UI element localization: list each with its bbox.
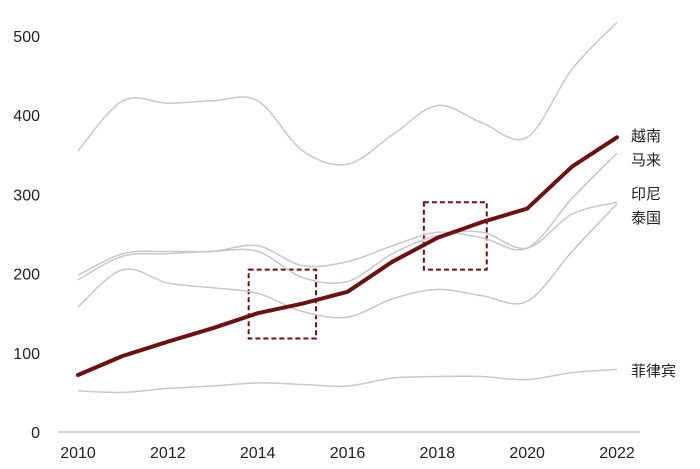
annotation-boxes xyxy=(247,201,488,340)
series-label-philippines: 菲律宾 xyxy=(631,362,676,380)
series-label-thailand: 泰国 xyxy=(631,209,661,227)
highlight-series-line xyxy=(76,135,619,377)
series-label-indonesia: 印尼 xyxy=(631,185,661,203)
series-line-thailand xyxy=(77,203,618,319)
dashed-annotation-box xyxy=(422,201,488,271)
x-axis: 2010 2012 2014 2016 2018 2020 2022 xyxy=(58,431,640,462)
y-tick-label: 100 xyxy=(13,346,40,363)
series-line-indonesia xyxy=(77,201,618,285)
y-tick-label: 400 xyxy=(13,108,40,125)
series-label-malaysia: 马来 xyxy=(631,151,661,169)
y-tick-label: 500 xyxy=(13,29,40,46)
y-axis: 0 100 200 300 400 500 xyxy=(13,29,40,442)
highlight-series xyxy=(76,135,619,377)
x-tick-label: 2022 xyxy=(599,445,635,462)
series-line-philippines xyxy=(77,368,618,394)
series-label-vietnam: 越南 xyxy=(631,127,661,145)
comparison-series xyxy=(77,21,618,394)
x-tick-label: 2016 xyxy=(330,445,366,462)
x-tick-label: 2012 xyxy=(150,445,186,462)
dashed-annotation-box xyxy=(247,268,318,340)
y-tick-label: 200 xyxy=(13,267,40,284)
x-tick-label: 2010 xyxy=(60,445,96,462)
series-line-vietnam xyxy=(77,21,618,166)
x-tick-label: 2020 xyxy=(509,445,545,462)
y-tick-label: 300 xyxy=(13,187,40,204)
series-line-malaysia xyxy=(77,152,618,276)
y-tick-label: 0 xyxy=(31,425,40,442)
x-tick-label: 2018 xyxy=(420,445,456,462)
x-tick-label: 2014 xyxy=(240,445,276,462)
